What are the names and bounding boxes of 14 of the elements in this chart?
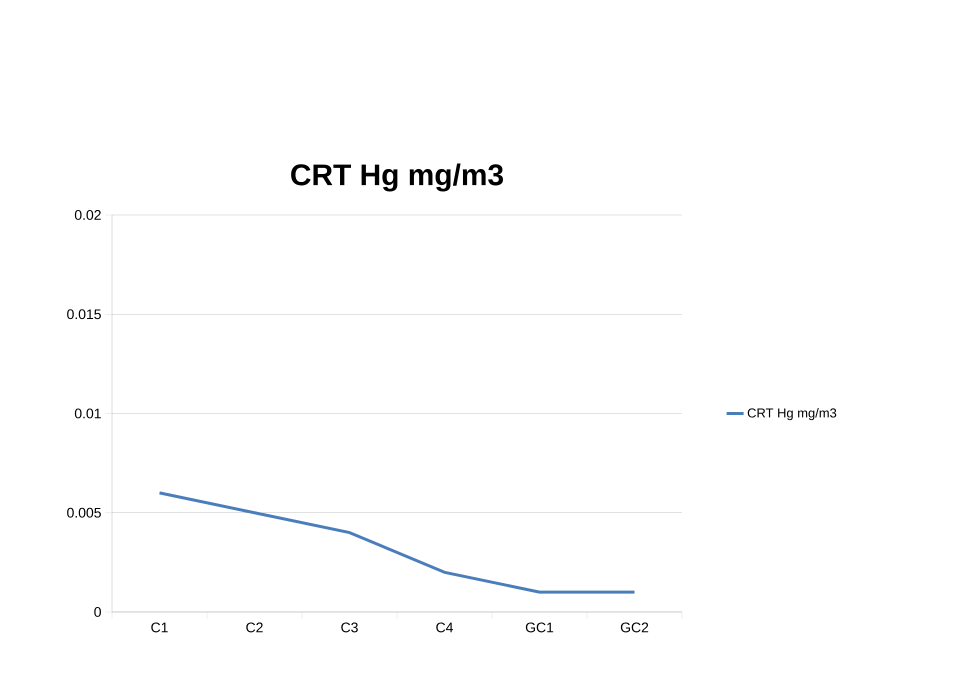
x-tick-label: GC2 bbox=[620, 622, 648, 632]
legend-label: CRT Hg mg/m3 bbox=[748, 408, 836, 420]
y-tick-label: 0 bbox=[94, 607, 101, 617]
x-tick-label: C1 bbox=[151, 622, 168, 632]
line-series bbox=[158, 491, 636, 594]
y-tick-label: 0.02 bbox=[74, 210, 101, 220]
y-tick-label: 0.015 bbox=[67, 309, 101, 320]
x-tick-label: C3 bbox=[341, 622, 358, 632]
x-tick-label: C4 bbox=[436, 622, 454, 632]
x-tick-label: GC1 bbox=[526, 622, 554, 632]
y-tick-label: 0.01 bbox=[74, 408, 101, 418]
y-tick-label: 0.005 bbox=[67, 508, 101, 518]
chart-title: CRT Hg mg/m3 bbox=[291, 164, 504, 192]
x-tick-label: C2 bbox=[246, 622, 263, 632]
